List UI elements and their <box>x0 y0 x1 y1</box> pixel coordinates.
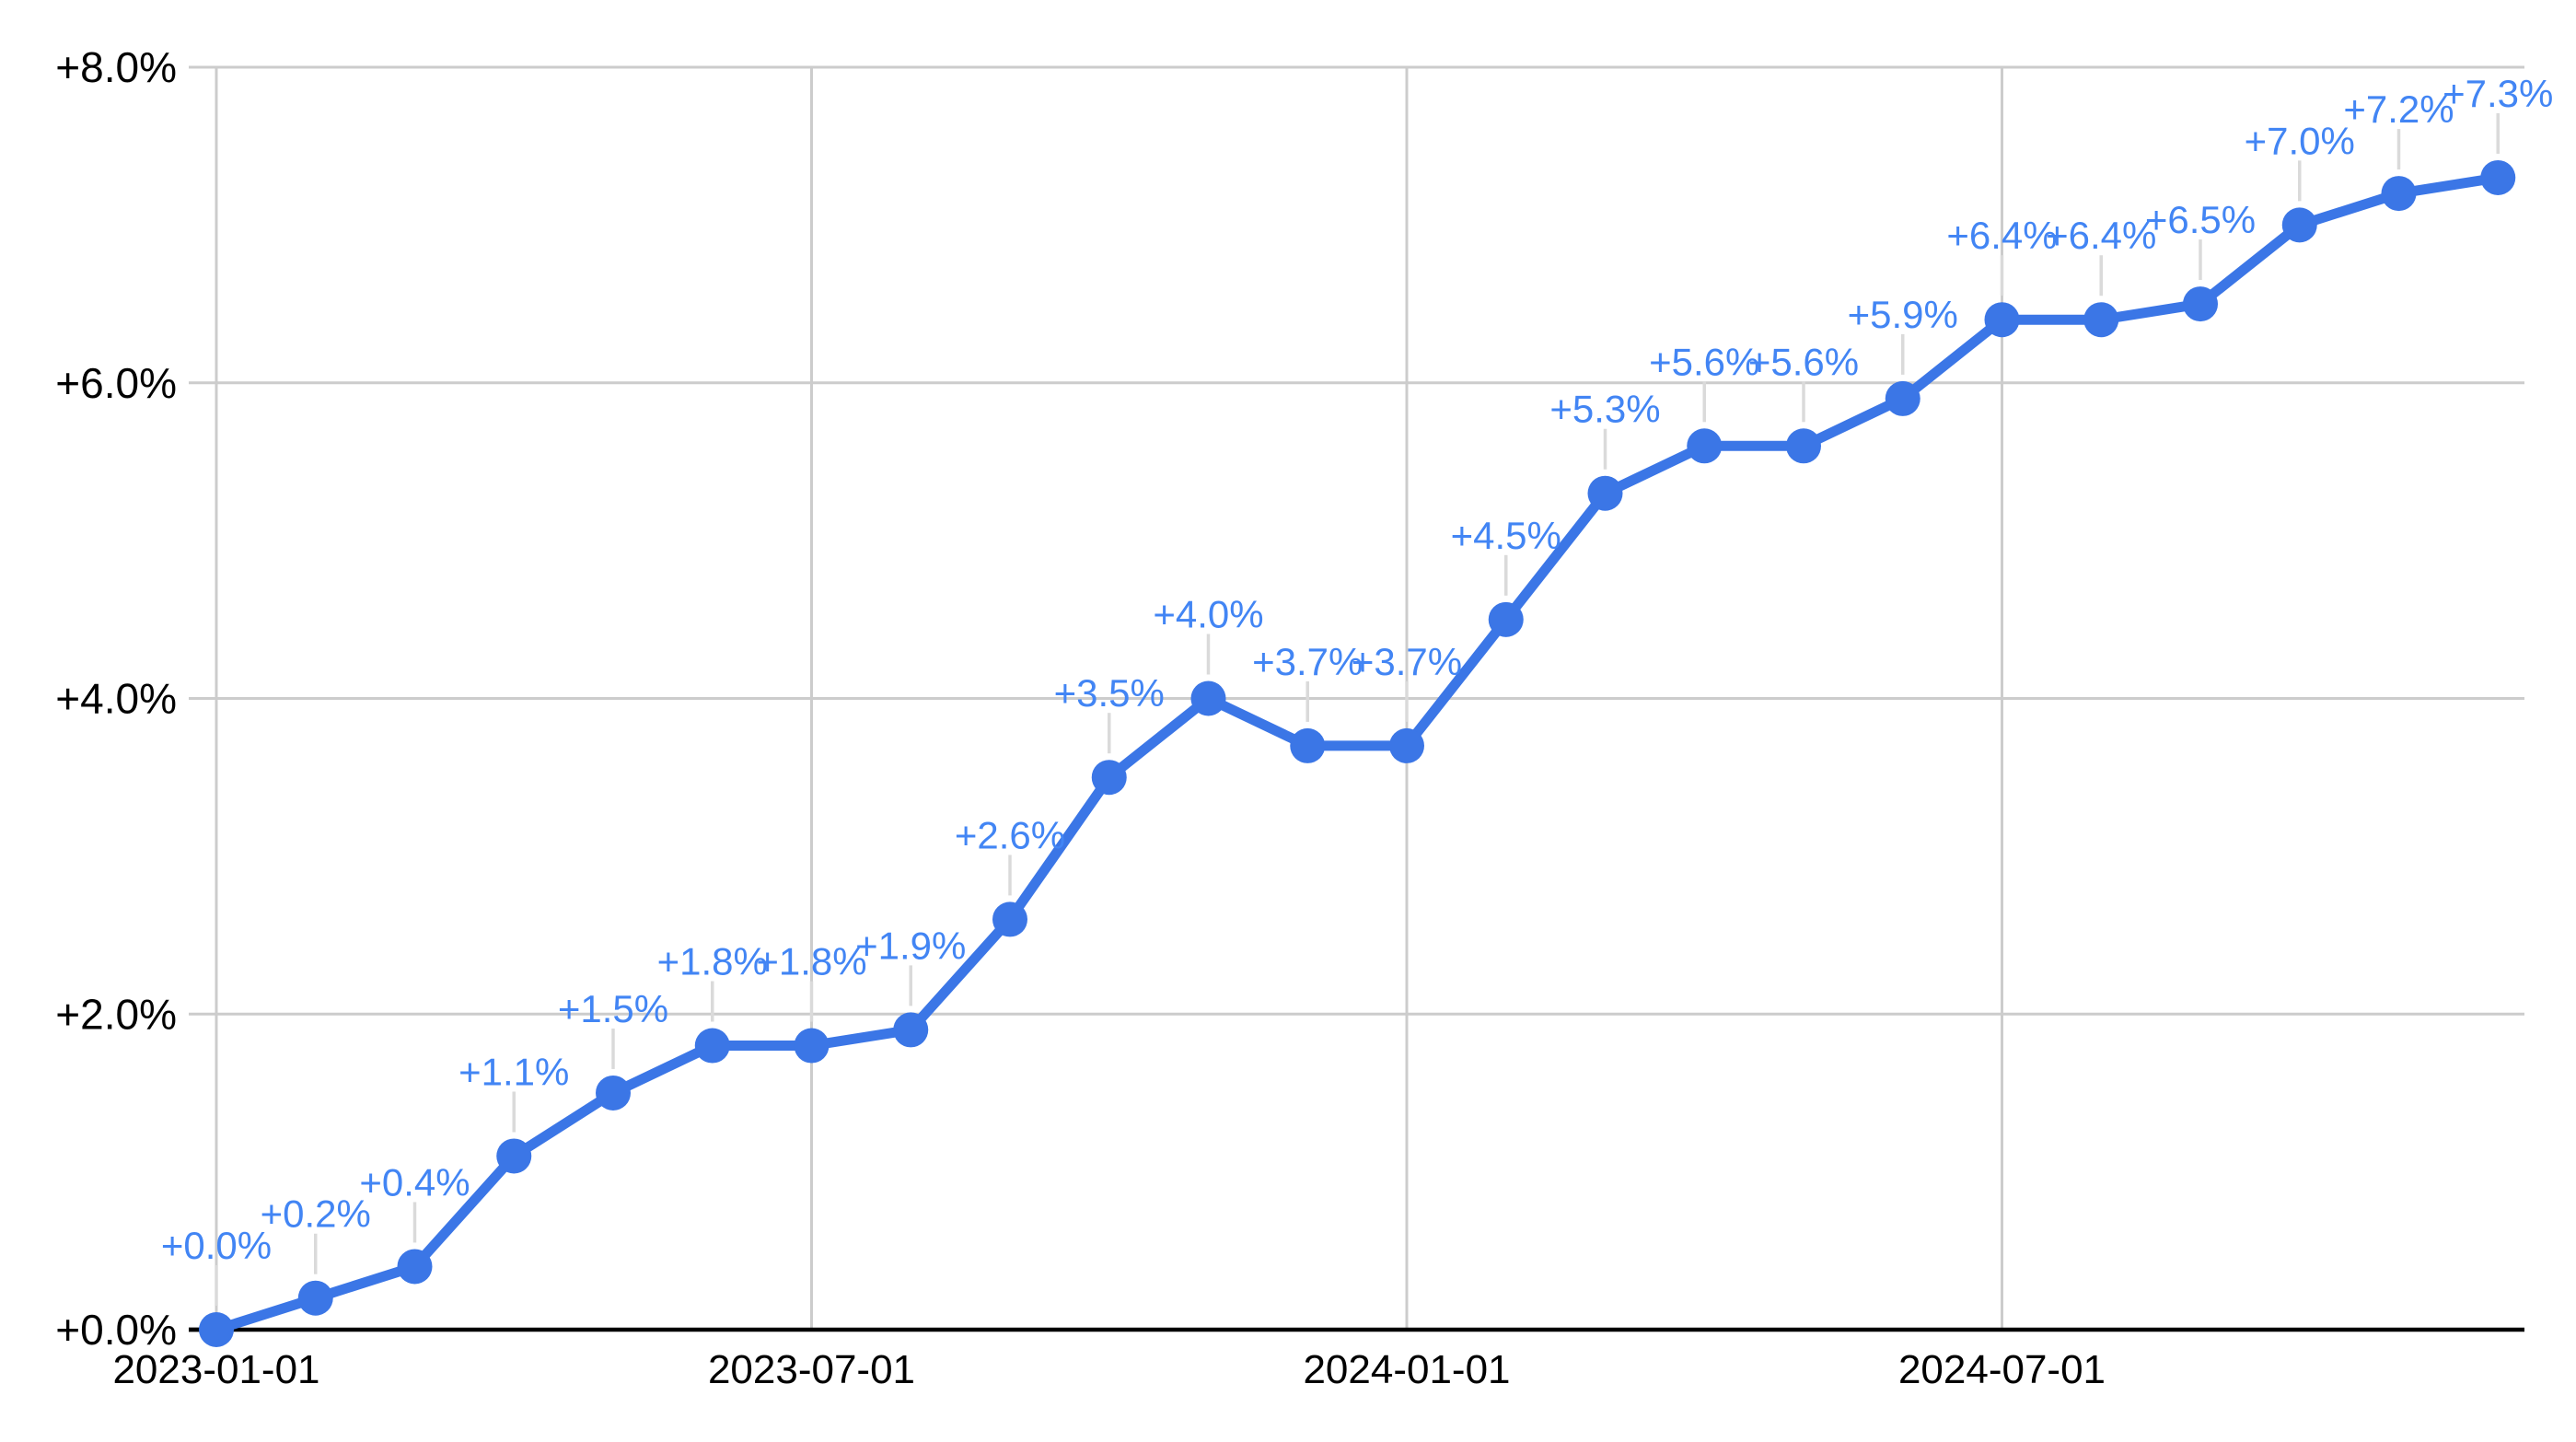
data-point-label: +6.4% <box>1946 214 2057 257</box>
y-axis-label: +2.0% <box>55 990 177 1038</box>
x-axis-label: 2024-01-01 <box>1303 1347 1510 1392</box>
data-point-label: +4.0% <box>1153 593 1263 636</box>
data-point-label: +7.2% <box>2343 87 2454 131</box>
data-point-label: +5.9% <box>1848 293 1958 336</box>
data-point-label: +3.7% <box>1352 640 1462 683</box>
data-point[interactable] <box>2083 302 2119 338</box>
data-point-label: +3.7% <box>1252 640 1363 683</box>
data-point-label: +5.3% <box>1549 388 1660 431</box>
data-point-label: +1.8% <box>756 940 866 983</box>
y-axis-label: +8.0% <box>55 43 177 91</box>
data-point[interactable] <box>596 1075 631 1111</box>
data-point[interactable] <box>1091 760 1127 796</box>
data-point-label: +0.2% <box>261 1192 371 1236</box>
data-point[interactable] <box>694 1028 730 1064</box>
data-point[interactable] <box>297 1280 333 1316</box>
data-point-label: +5.6% <box>1748 340 1859 383</box>
data-point[interactable] <box>1389 727 1424 763</box>
data-point[interactable] <box>794 1028 830 1064</box>
data-point[interactable] <box>1786 428 1821 464</box>
data-point[interactable] <box>992 901 1027 937</box>
y-axis-label: +0.0% <box>55 1306 177 1354</box>
data-point[interactable] <box>496 1138 532 1174</box>
y-axis-label: +6.0% <box>55 359 177 407</box>
data-point-label: +1.5% <box>558 987 668 1030</box>
data-point[interactable] <box>2183 286 2218 322</box>
data-point[interactable] <box>1984 302 2020 338</box>
data-point[interactable] <box>2480 159 2516 195</box>
data-point-label: +0.4% <box>359 1160 470 1204</box>
x-axis-label: 2024-07-01 <box>1898 1347 2106 1392</box>
data-point-label: +1.8% <box>657 940 768 983</box>
data-point-label: +1.1% <box>458 1050 569 1093</box>
data-point[interactable] <box>1190 680 1226 716</box>
data-point-label: +3.5% <box>1054 671 1165 715</box>
data-point[interactable] <box>893 1012 929 1048</box>
data-point-label: +5.6% <box>1649 340 1759 383</box>
data-point-label: +4.5% <box>1451 514 1561 557</box>
data-point[interactable] <box>2381 176 2417 212</box>
data-point[interactable] <box>2281 207 2317 243</box>
data-point-label: +2.6% <box>955 813 1065 856</box>
data-point[interactable] <box>1687 428 1723 464</box>
data-point-label: +6.4% <box>2046 214 2156 257</box>
data-point[interactable] <box>1290 727 1326 763</box>
data-point[interactable] <box>1587 475 1623 511</box>
data-point[interactable] <box>1885 380 1920 416</box>
data-point-label: +7.3% <box>2443 72 2553 115</box>
y-axis-label: +4.0% <box>55 675 177 723</box>
x-axis-label: 2023-01-01 <box>112 1347 319 1392</box>
data-point-label: +6.5% <box>2145 198 2256 241</box>
data-point[interactable] <box>199 1312 234 1347</box>
data-point-label: +0.0% <box>161 1224 272 1267</box>
data-point-label: +1.9% <box>855 924 966 967</box>
data-point[interactable] <box>1488 601 1524 637</box>
x-axis-label: 2023-07-01 <box>708 1347 915 1392</box>
data-point-label: +7.0% <box>2245 119 2355 162</box>
data-point[interactable] <box>397 1249 433 1285</box>
